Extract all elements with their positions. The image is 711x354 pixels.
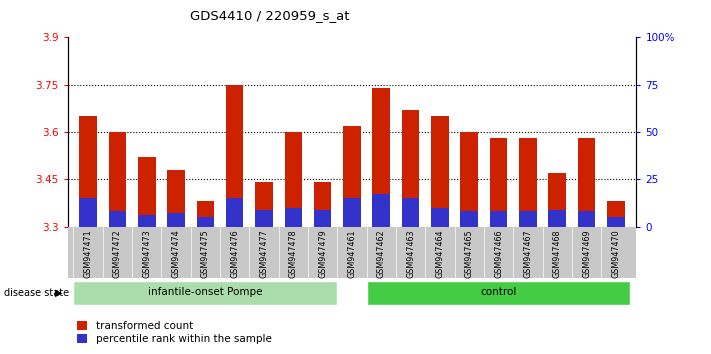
Bar [343, 198, 360, 227]
Bar [343, 126, 360, 227]
Bar [284, 207, 302, 227]
Text: GSM947464: GSM947464 [435, 229, 444, 278]
Text: GSM947466: GSM947466 [494, 229, 503, 278]
Text: control: control [481, 287, 517, 297]
Text: GSM947476: GSM947476 [230, 229, 239, 278]
Text: disease state: disease state [4, 288, 69, 298]
Bar [167, 213, 185, 227]
Text: GSM947463: GSM947463 [406, 229, 415, 278]
Bar [79, 116, 97, 227]
Text: GSM947461: GSM947461 [348, 229, 356, 278]
Bar [490, 211, 508, 227]
Bar [402, 110, 419, 227]
Bar [79, 198, 97, 227]
Text: GSM947471: GSM947471 [84, 229, 92, 278]
Bar [461, 211, 478, 227]
Bar [167, 170, 185, 227]
Text: GSM947468: GSM947468 [552, 229, 562, 278]
Text: GSM947477: GSM947477 [260, 229, 269, 278]
Bar [226, 198, 243, 227]
Text: GSM947467: GSM947467 [523, 229, 533, 278]
Bar [314, 182, 331, 227]
Bar [373, 194, 390, 227]
Bar [367, 281, 631, 305]
Text: GSM947474: GSM947474 [171, 229, 181, 278]
Bar [578, 138, 595, 227]
Bar [109, 211, 126, 227]
Bar [607, 201, 625, 227]
Text: GSM947465: GSM947465 [465, 229, 474, 278]
Bar [138, 215, 156, 227]
Bar [314, 210, 331, 227]
Bar [461, 132, 478, 227]
Text: GSM947472: GSM947472 [113, 229, 122, 278]
Bar [226, 85, 243, 227]
Bar [519, 211, 537, 227]
Bar [578, 211, 595, 227]
Bar [138, 157, 156, 227]
Text: GSM947478: GSM947478 [289, 229, 298, 278]
Bar [196, 217, 214, 227]
Bar [548, 210, 566, 227]
Text: GSM947470: GSM947470 [611, 229, 620, 278]
Bar [196, 201, 214, 227]
Bar [431, 207, 449, 227]
Bar [255, 210, 273, 227]
Bar [548, 173, 566, 227]
Bar [373, 88, 390, 227]
Bar [519, 138, 537, 227]
Text: GSM947462: GSM947462 [377, 229, 386, 278]
Text: GSM947475: GSM947475 [201, 229, 210, 278]
Bar [402, 198, 419, 227]
Bar [255, 182, 273, 227]
Bar [490, 138, 508, 227]
Bar [109, 132, 126, 227]
Text: GSM947479: GSM947479 [318, 229, 327, 278]
Bar [73, 281, 337, 305]
Bar [431, 116, 449, 227]
Bar [284, 132, 302, 227]
Text: ▶: ▶ [55, 288, 63, 298]
Text: GSM947469: GSM947469 [582, 229, 591, 278]
Bar [607, 217, 625, 227]
Text: infantile-onset Pompe: infantile-onset Pompe [148, 287, 262, 297]
Text: GSM947473: GSM947473 [142, 229, 151, 278]
Legend: transformed count, percentile rank within the sample: transformed count, percentile rank withi… [73, 317, 276, 348]
Text: GDS4410 / 220959_s_at: GDS4410 / 220959_s_at [191, 9, 350, 22]
